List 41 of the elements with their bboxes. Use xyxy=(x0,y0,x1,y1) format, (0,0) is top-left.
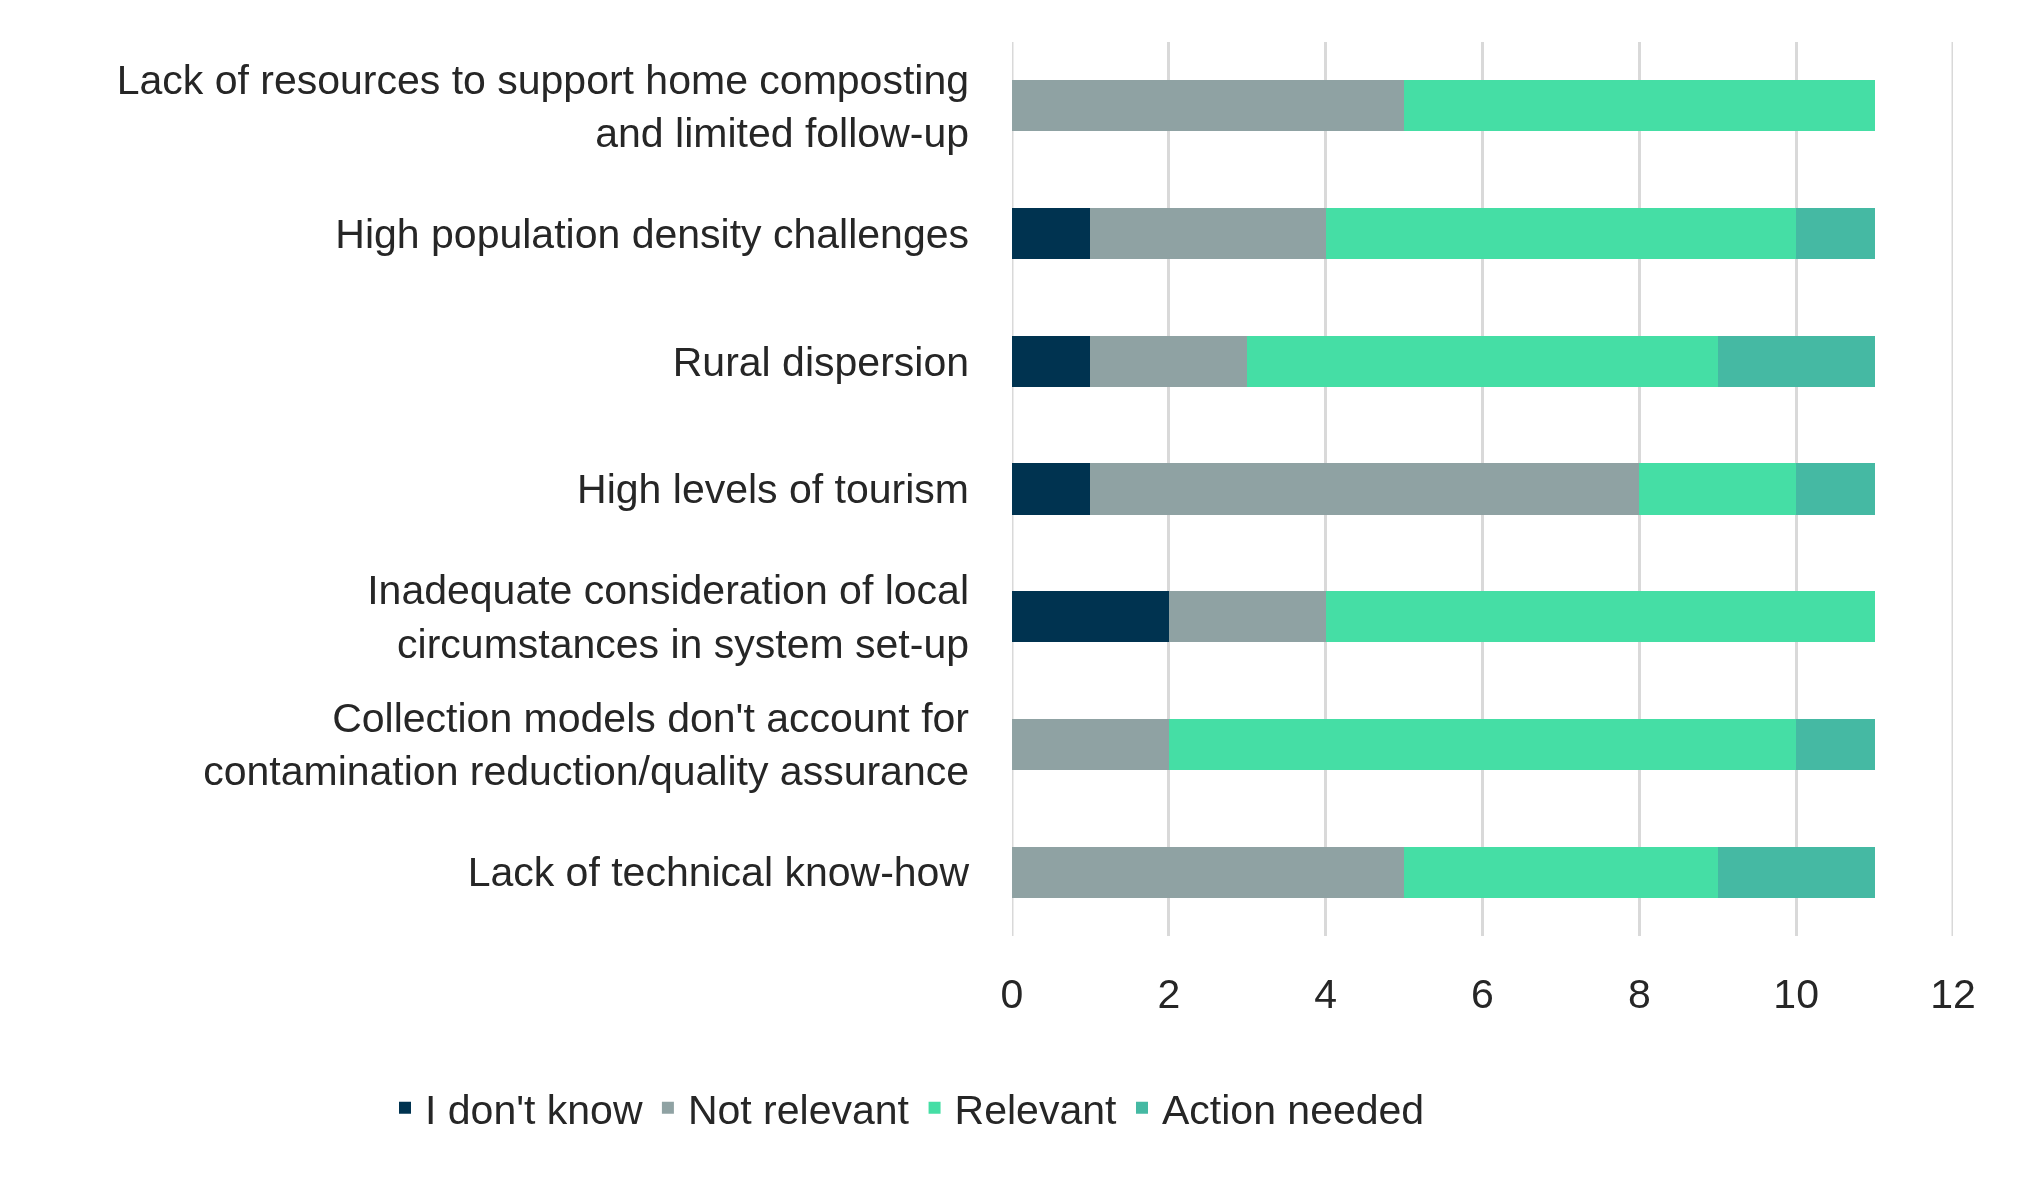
bar xyxy=(1090,463,1640,515)
y-tick-label: Inadequate consideration of local circumstances in system set-up xyxy=(367,567,969,667)
bar xyxy=(1796,718,1875,770)
legend-label: Not relevant xyxy=(687,1086,910,1133)
x-tick-label: 6 xyxy=(1471,971,1494,1017)
bar xyxy=(1325,208,1797,260)
y-tick-label: Collection models don't account for contamination reduction/quality assurance xyxy=(203,695,969,795)
y-tick-label: Lack of resources to support home composting and limited follow-up xyxy=(116,56,969,156)
bar xyxy=(1012,208,1091,260)
x-tick-label: 10 xyxy=(1773,971,1819,1017)
legend-label: Action needed xyxy=(1161,1086,1425,1133)
bar xyxy=(1168,591,1326,643)
bar xyxy=(1012,463,1091,515)
x-tick-label: 8 xyxy=(1627,971,1651,1017)
bar xyxy=(1404,80,1875,132)
x-tick-label: 0 xyxy=(1000,971,1024,1017)
bar xyxy=(1247,335,1718,387)
bar xyxy=(1325,591,1875,643)
bar xyxy=(1717,846,1875,898)
bar xyxy=(1717,335,1875,387)
bar xyxy=(1639,463,1797,515)
legend-label: Relevant xyxy=(954,1086,1117,1133)
bar xyxy=(1012,80,1405,132)
x-tick-label: 4 xyxy=(1314,971,1338,1017)
bar xyxy=(1090,208,1326,260)
legend-label: I don't know xyxy=(425,1086,643,1133)
bar xyxy=(1012,591,1169,643)
y-tick-label: Lack of technical know-how xyxy=(467,849,970,896)
y-tick-label: Rural dispersion xyxy=(672,338,969,385)
bar xyxy=(1404,846,1718,898)
x-tick-label: 12 xyxy=(1930,971,1976,1017)
bar xyxy=(1012,718,1169,770)
bar xyxy=(1012,335,1091,387)
y-tick-label: High population density challenges xyxy=(335,210,969,257)
bar xyxy=(1168,718,1797,770)
bar xyxy=(1796,463,1875,515)
y-tick-label: High levels of tourism xyxy=(577,466,969,513)
x-tick-label: 2 xyxy=(1157,971,1181,1017)
bar xyxy=(1012,846,1405,898)
bar xyxy=(1796,208,1875,260)
bar xyxy=(1090,335,1248,387)
